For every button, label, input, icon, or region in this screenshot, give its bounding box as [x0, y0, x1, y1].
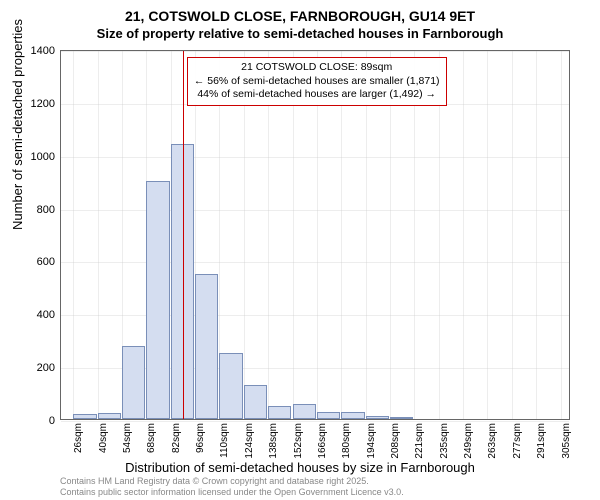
x-tick-label: 249sqm	[463, 423, 474, 459]
gridline-v	[341, 51, 342, 419]
y-tick-label: 1400	[31, 45, 61, 57]
histogram-bar	[341, 412, 364, 419]
histogram-bar	[366, 416, 389, 419]
histogram-bar	[317, 412, 340, 419]
y-tick-label: 400	[37, 309, 61, 321]
chart-title-main: 21, COTSWOLD CLOSE, FARNBOROUGH, GU14 9E…	[0, 8, 600, 24]
gridline-v	[244, 51, 245, 419]
marker-line	[183, 51, 185, 419]
annotation-line1: 21 COTSWOLD CLOSE: 89sqm	[194, 61, 440, 75]
chart-container: 21, COTSWOLD CLOSE, FARNBOROUGH, GU14 9E…	[0, 0, 600, 500]
histogram-bar	[390, 417, 413, 419]
annotation-line2: ← 56% of semi-detached houses are smalle…	[194, 75, 440, 89]
chart-title-sub: Size of property relative to semi-detach…	[0, 26, 600, 41]
license-text: Contains HM Land Registry data © Crown c…	[60, 476, 404, 498]
histogram-bar	[122, 346, 145, 419]
gridline-v	[463, 51, 464, 419]
x-tick-label: 235sqm	[439, 423, 450, 459]
x-tick-label: 208sqm	[390, 423, 401, 459]
histogram-bar	[293, 404, 316, 419]
x-tick-label: 110sqm	[219, 423, 230, 458]
x-tick-label: 194sqm	[366, 423, 377, 459]
y-tick-label: 1000	[31, 151, 61, 163]
gridline-h	[61, 262, 569, 263]
license-line2: Contains public sector information licen…	[60, 487, 404, 498]
gridline-v	[487, 51, 488, 419]
x-tick-label: 166sqm	[317, 423, 328, 459]
gridline-v	[414, 51, 415, 419]
x-tick-label: 221sqm	[414, 423, 425, 459]
x-tick-label: 40sqm	[98, 423, 109, 453]
gridline-v	[98, 51, 99, 419]
annotation-box: 21 COTSWOLD CLOSE: 89sqm ← 56% of semi-d…	[187, 57, 447, 106]
y-tick-label: 200	[37, 362, 61, 374]
histogram-bar	[244, 385, 267, 419]
gridline-h	[61, 51, 569, 52]
y-tick-label: 1200	[31, 98, 61, 110]
gridline-v	[293, 51, 294, 419]
gridline-v	[390, 51, 391, 419]
gridline-h	[61, 315, 569, 316]
gridline-v	[512, 51, 513, 419]
x-tick-label: 26sqm	[73, 423, 84, 453]
x-tick-label: 82sqm	[171, 423, 182, 453]
y-tick-label: 0	[49, 415, 61, 427]
gridline-v	[73, 51, 74, 419]
histogram-bar	[98, 413, 121, 419]
gridline-v	[317, 51, 318, 419]
x-tick-label: 291sqm	[536, 423, 547, 459]
gridline-v	[366, 51, 367, 419]
x-tick-label: 263sqm	[487, 423, 498, 459]
plot-area: 020040060080010001200140026sqm40sqm54sqm…	[60, 50, 570, 420]
gridline-v	[536, 51, 537, 419]
gridline-v	[268, 51, 269, 419]
gridline-v	[439, 51, 440, 419]
x-tick-label: 96sqm	[195, 423, 206, 453]
x-tick-label: 138sqm	[268, 423, 279, 459]
histogram-bar	[73, 414, 96, 419]
x-tick-label: 68sqm	[146, 423, 157, 453]
x-tick-label: 180sqm	[341, 423, 352, 459]
x-tick-label: 152sqm	[293, 423, 304, 459]
gridline-h	[61, 157, 569, 158]
histogram-bar	[268, 406, 291, 419]
gridline-h	[61, 210, 569, 211]
annotation-line3: 44% of semi-detached houses are larger (…	[194, 88, 440, 102]
y-tick-label: 600	[37, 256, 61, 268]
gridline-v	[561, 51, 562, 419]
y-tick-label: 800	[37, 204, 61, 216]
histogram-bar	[219, 353, 242, 419]
x-axis-label: Distribution of semi-detached houses by …	[0, 460, 600, 475]
license-line1: Contains HM Land Registry data © Crown c…	[60, 476, 404, 487]
gridline-h	[61, 421, 569, 422]
x-tick-label: 305sqm	[561, 423, 572, 459]
x-tick-label: 277sqm	[512, 423, 523, 459]
y-axis-label: Number of semi-detached properties	[10, 19, 25, 230]
x-tick-label: 124sqm	[244, 423, 255, 459]
x-tick-label: 54sqm	[122, 423, 133, 453]
histogram-bar	[146, 181, 169, 419]
histogram-bar	[195, 274, 218, 419]
